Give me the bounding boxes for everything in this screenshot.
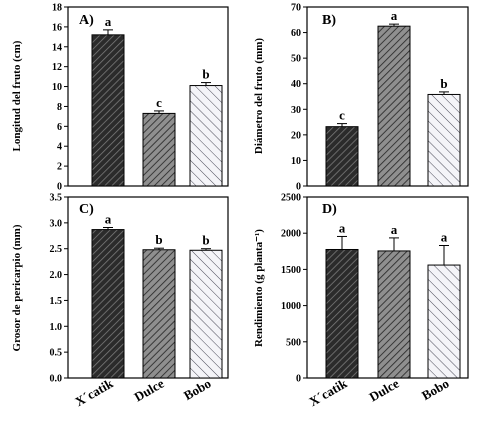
panel-b: 0 10 20 30 40 50 60 70 Diámetro del fruto (mm) B)… [253, 3, 469, 193]
x-category-label: X´catik [306, 375, 350, 409]
significance-label: a [391, 8, 398, 23]
bar [189, 249, 223, 379]
significance-label: a [391, 222, 398, 237]
y-axis-label: Diámetro del fruto (mm) [253, 38, 265, 155]
significance-label: a [339, 220, 346, 235]
y-tick-label: 4 [57, 142, 62, 153]
y-tick-label: 2.5 [50, 244, 63, 255]
significance-label: b [155, 232, 162, 247]
y-tick-label: 60 [291, 28, 301, 39]
y-tick-label: 10 [291, 156, 301, 167]
y-tick-label: 2000 [281, 229, 301, 240]
panel-a: 0 2 4 6 8 10 12 14 16 18 Longitud del fruto (cm) A)… [11, 3, 229, 193]
x-category-label: Dulce [366, 375, 401, 404]
bar [142, 249, 176, 379]
x-category-label: Bobo [419, 376, 452, 403]
y-tick-label: 10 [52, 82, 62, 93]
y-tick-label: 70 [291, 3, 301, 14]
significance-label: a [105, 14, 112, 29]
bar [325, 126, 359, 187]
bar [142, 112, 176, 187]
significance-label: a [105, 212, 112, 227]
significance-label: b [202, 233, 209, 248]
panel-d: 0 500 1000 1500 2000 2500 Rendimiento (g plant… [253, 193, 469, 385]
y-tick-label: 6 [57, 122, 62, 133]
panel-label: C) [79, 202, 94, 217]
bar [377, 250, 411, 379]
y-tick-label: 12 [52, 62, 62, 73]
y-tick-label: 0 [296, 182, 301, 193]
y-tick-label: 30 [291, 105, 301, 116]
panel-label: A) [79, 13, 94, 28]
y-tick-label: 2500 [281, 193, 301, 204]
y-tick-label: 40 [291, 79, 301, 90]
y-axis-label: Rendimiento (g planta⁻¹) [253, 229, 265, 347]
y-tick-label: 8 [57, 102, 62, 113]
y-tick-label: 14 [52, 42, 62, 53]
y-axis-label: Longitud del fruto (cm) [11, 40, 23, 151]
y-tick-label: 0 [57, 182, 62, 193]
panel-label: D) [322, 202, 337, 217]
y-tick-label: 500 [286, 337, 301, 348]
significance-label: c [339, 108, 345, 123]
y-tick-label: 0 [296, 374, 301, 385]
y-tick-label: 1000 [281, 301, 301, 312]
bar [91, 34, 125, 187]
bar [427, 264, 461, 379]
y-axis-label: Grosor de pericarpio (mm) [11, 224, 23, 351]
y-tick-label: 2 [57, 162, 62, 173]
bar [189, 85, 223, 187]
y-tick-label: 50 [291, 54, 301, 65]
x-category-labels: X´catik Dulce Bobo X´catik Dulce Bobo [72, 375, 451, 409]
y-tick-label: 3.5 [50, 193, 63, 204]
y-tick-label: 3.0 [50, 218, 63, 229]
x-category-label: Dulce [131, 375, 166, 404]
y-tick-label: 1.5 [50, 296, 63, 307]
panel-c: 0.0 0.5 1.0 1.5 2.0 2.5 3.0 3.5 Grosor de perica… [11, 193, 229, 385]
bar [325, 248, 359, 379]
y-tick-label: 1.0 [50, 322, 63, 333]
y-tick-label: 2.0 [50, 270, 63, 281]
y-tick-label: 16 [52, 22, 62, 33]
significance-label: a [441, 230, 448, 245]
bar [377, 25, 411, 187]
bar [91, 229, 125, 379]
x-category-label: X´catik [72, 375, 116, 409]
y-tick-label: 0.5 [50, 348, 63, 359]
significance-label: c [156, 95, 162, 110]
bar [427, 93, 461, 187]
y-tick-label: 0.0 [50, 374, 63, 385]
panel-label: B) [322, 13, 336, 28]
significance-label: b [440, 76, 447, 91]
significance-label: b [202, 67, 209, 82]
y-tick-label: 1500 [281, 265, 301, 276]
x-category-label: Bobo [181, 376, 214, 403]
y-tick-label: 20 [291, 130, 301, 141]
y-tick-label: 18 [52, 3, 62, 14]
